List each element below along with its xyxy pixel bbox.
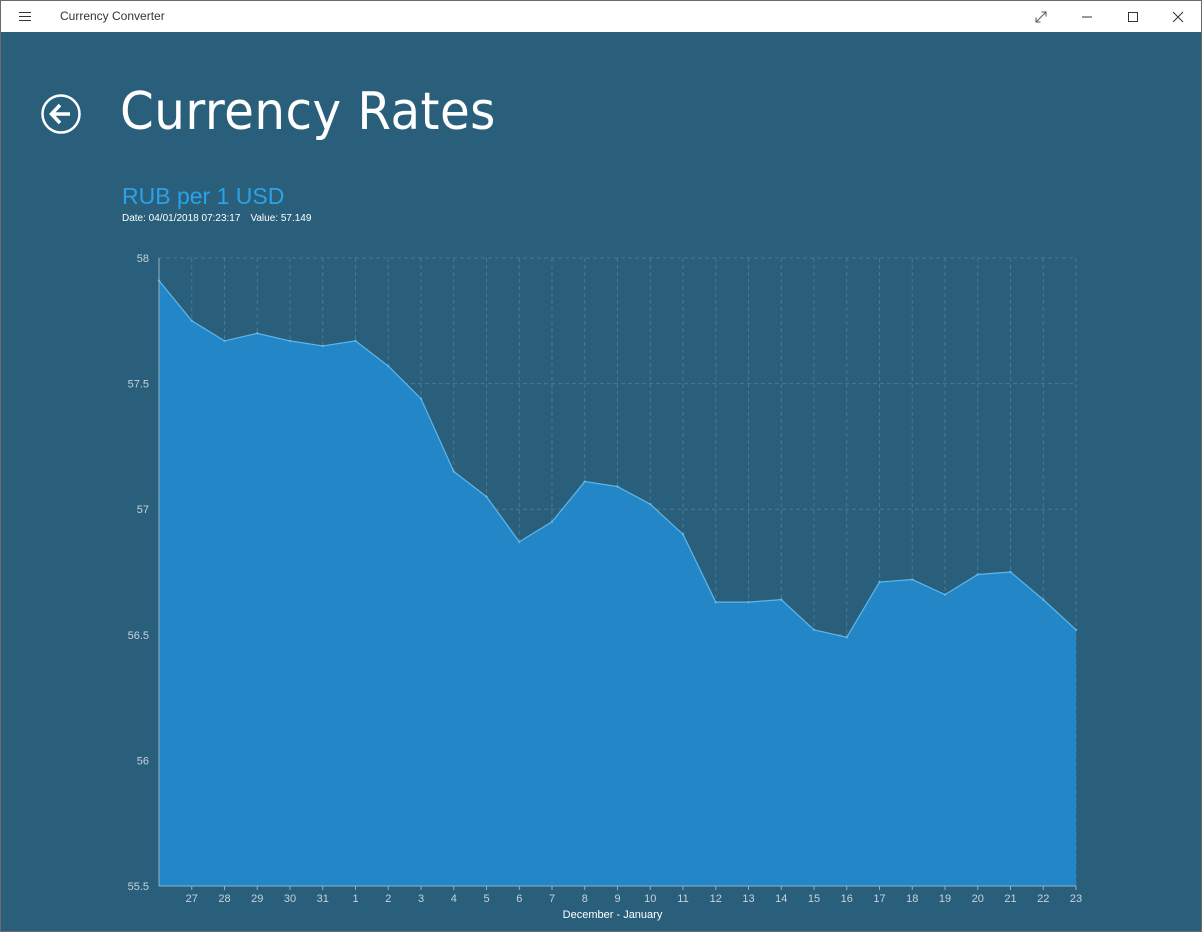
data-point [321, 344, 324, 348]
series-area [159, 280, 1076, 886]
x-tick-label: 19 [939, 893, 951, 905]
x-tick-label: 7 [549, 893, 555, 905]
data-point [1042, 598, 1045, 601]
x-axis-title: December - January [563, 909, 663, 921]
data-point [976, 573, 979, 576]
data-point [387, 364, 390, 368]
data-point [1009, 570, 1012, 574]
close-icon[interactable] [1155, 1, 1201, 32]
maximize-icon[interactable] [1110, 1, 1156, 32]
data-point [1074, 628, 1078, 631]
main-content: Currency Rates RUB per 1 USD Date: 04/01… [1, 32, 1201, 931]
x-tick-label: 9 [614, 893, 620, 905]
value-label: Value: 57.149 [250, 213, 312, 224]
x-tick-label: 22 [1037, 893, 1049, 905]
data-point [583, 480, 586, 483]
data-point [878, 580, 881, 584]
title-bar: Currency Converter [1, 1, 1201, 32]
x-tick-label: 8 [582, 893, 588, 905]
data-point [812, 628, 816, 631]
data-point [452, 470, 455, 473]
data-point [943, 593, 947, 596]
x-tick-label: 16 [841, 893, 853, 905]
data-point [485, 495, 488, 498]
page-title: Currency Rates [120, 82, 496, 142]
x-tick-label: 14 [775, 893, 787, 905]
x-tick-label: 11 [677, 893, 688, 905]
data-point [419, 397, 423, 400]
x-tick-label: 18 [906, 893, 918, 905]
x-tick-label: 10 [644, 893, 656, 905]
data-point [518, 540, 521, 544]
hamburger-icon[interactable] [13, 8, 37, 26]
chart-subtitle: Date: 04/01/2018 07:23:17 Value: 57.149 [122, 213, 311, 224]
x-tick-label: 23 [1070, 893, 1082, 905]
x-tick-label: 17 [873, 893, 885, 905]
y-tick-label: 56.5 [128, 630, 149, 642]
x-tick-label: 4 [451, 893, 457, 905]
x-tick-label: 21 [1004, 893, 1016, 905]
data-point [550, 520, 554, 523]
x-tick-label: 28 [218, 893, 230, 905]
data-point [911, 578, 914, 581]
x-tick-label: 3 [418, 893, 424, 905]
y-tick-label: 57.5 [128, 379, 149, 391]
y-tick-label: 57 [137, 504, 149, 516]
back-arrow-icon[interactable] [40, 93, 82, 135]
y-tick-label: 56 [137, 755, 149, 767]
data-point [649, 502, 652, 506]
data-point [190, 319, 193, 322]
x-tick-label: 13 [742, 893, 754, 905]
x-tick-label: 12 [710, 893, 722, 905]
data-point [288, 339, 292, 343]
y-tick-label: 55.5 [128, 881, 149, 893]
data-point [747, 600, 750, 604]
data-point [354, 339, 357, 343]
x-tick-label: 2 [385, 893, 391, 905]
x-tick-label: 29 [251, 893, 263, 905]
x-tick-label: 6 [516, 893, 522, 905]
x-tick-label: 31 [317, 893, 329, 905]
y-tick-label: 58 [137, 253, 149, 265]
x-tick-label: 20 [972, 893, 984, 905]
data-point [256, 332, 259, 335]
x-tick-label: 30 [284, 893, 296, 905]
x-tick-label: 27 [186, 893, 198, 905]
date-label: Date: 04/01/2018 07:23:17 [122, 213, 241, 224]
data-point [681, 533, 685, 536]
x-tick-label: 5 [483, 893, 489, 905]
data-point [223, 339, 226, 343]
data-point [845, 636, 848, 639]
chart-area-layer [157, 279, 1078, 886]
chart-title: RUB per 1 USD [122, 183, 285, 209]
data-point [616, 485, 619, 488]
data-point [714, 600, 717, 604]
expand-icon[interactable] [1018, 1, 1064, 32]
x-tick-label: 15 [808, 893, 820, 905]
data-point [780, 598, 783, 601]
minimize-icon[interactable] [1064, 1, 1110, 32]
app-title: Currency Converter [60, 9, 165, 23]
chart-axes [158, 258, 1077, 890]
x-tick-label: 1 [352, 893, 358, 905]
